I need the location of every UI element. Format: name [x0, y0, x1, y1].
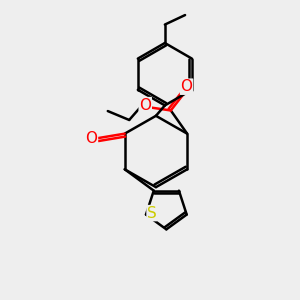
- Text: O: O: [85, 130, 98, 146]
- Text: S: S: [147, 206, 157, 220]
- Text: O: O: [139, 98, 151, 112]
- Text: O: O: [181, 79, 193, 94]
